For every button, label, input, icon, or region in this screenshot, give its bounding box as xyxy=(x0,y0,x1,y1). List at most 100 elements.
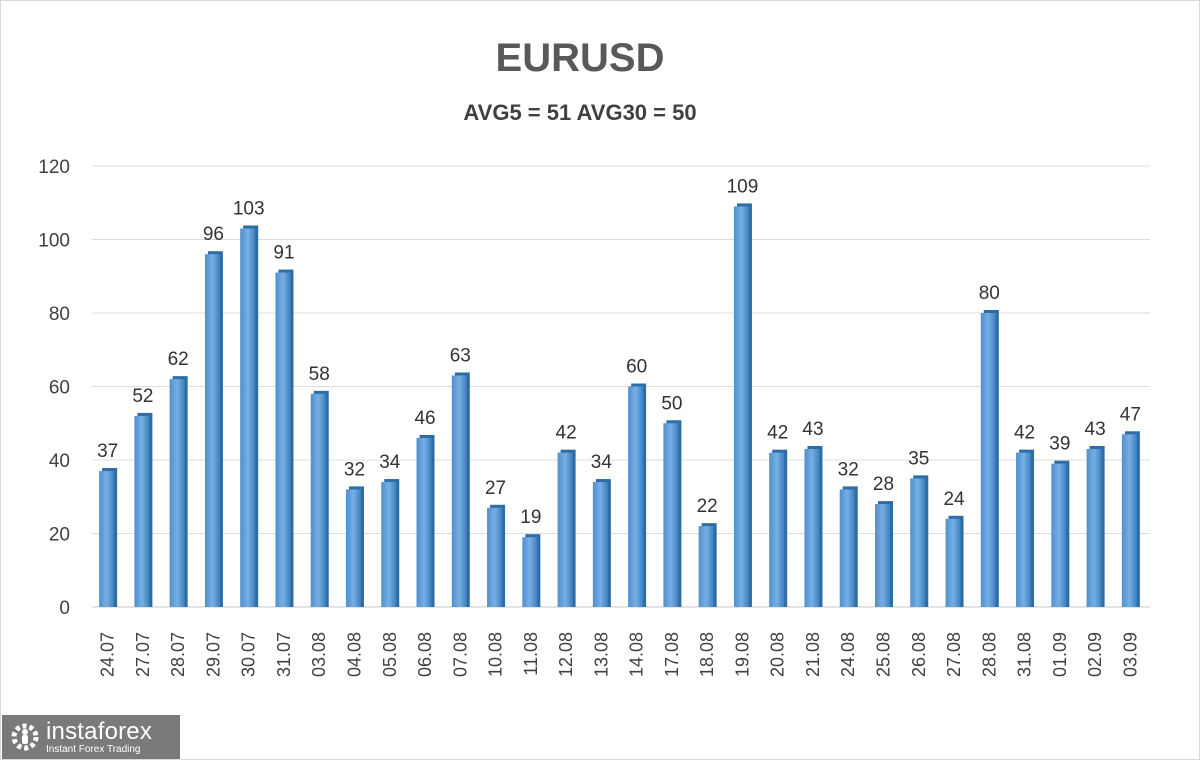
x-tick-label: 28.08 xyxy=(979,632,999,677)
bar xyxy=(99,471,115,607)
bar xyxy=(698,526,714,607)
x-axis-ticks: 24.07 27.07 28.07 29.07 30.07 31.07 03.08 04.08… xyxy=(98,632,1141,677)
data-label: 63 xyxy=(450,345,471,366)
data-label: 42 xyxy=(1014,423,1035,444)
y-tick-label: 60 xyxy=(49,378,70,399)
data-label: 22 xyxy=(697,496,718,517)
data-label: 52 xyxy=(132,386,153,407)
data-label: 109 xyxy=(727,176,759,197)
x-tick-label: 21.08 xyxy=(803,632,823,677)
y-tick-label: 0 xyxy=(59,598,70,619)
x-tick-label: 06.08 xyxy=(415,632,435,677)
bar xyxy=(1121,434,1137,607)
bar xyxy=(1016,452,1032,607)
bar xyxy=(628,386,644,607)
y-tick-label: 120 xyxy=(38,157,70,178)
chart-title: EURUSD xyxy=(495,36,665,80)
bar xyxy=(1051,463,1067,607)
bar xyxy=(945,518,961,607)
y-axis-ticks: 0 20 40 60 80 100 120 xyxy=(38,157,70,619)
instaforex-logo: instaforex Instant Forex Trading xyxy=(2,715,180,759)
bar xyxy=(663,423,679,607)
x-tick-label: 01.09 xyxy=(1050,632,1070,677)
y-tick-label: 40 xyxy=(49,451,70,472)
chart-subtitle: AVG5 = 51 AVG30 = 50 xyxy=(463,100,697,125)
bar xyxy=(381,482,397,607)
data-label: 80 xyxy=(979,283,1000,304)
x-tick-label: 05.08 xyxy=(380,632,400,677)
x-tick-label: 27.07 xyxy=(133,632,153,677)
bar xyxy=(240,228,256,607)
data-label: 47 xyxy=(1120,404,1141,425)
x-tick-label: 03.09 xyxy=(1120,632,1140,677)
bar xyxy=(487,507,503,607)
bar xyxy=(310,393,326,607)
x-tick-label: 27.08 xyxy=(944,632,964,677)
x-tick-label: 26.08 xyxy=(909,632,929,677)
data-label: 32 xyxy=(838,459,859,480)
data-label: 37 xyxy=(97,441,118,462)
data-label: 42 xyxy=(767,423,788,444)
data-label: 91 xyxy=(273,243,294,264)
gridlines xyxy=(92,165,1150,608)
gear-person-icon xyxy=(11,723,39,751)
bar xyxy=(451,375,467,607)
bar xyxy=(980,313,996,607)
y-tick-label: 20 xyxy=(49,525,70,546)
data-label: 39 xyxy=(1049,434,1070,455)
x-tick-label: 30.07 xyxy=(239,632,259,677)
bar xyxy=(557,452,573,607)
data-label: 34 xyxy=(591,452,613,473)
logo-tagline: Instant Forex Trading xyxy=(46,743,141,755)
bar xyxy=(804,448,820,607)
data-label: 19 xyxy=(520,507,541,528)
bar xyxy=(204,254,220,607)
bar xyxy=(346,489,361,607)
data-label: 43 xyxy=(1085,419,1106,440)
bar xyxy=(875,504,890,607)
data-label: 43 xyxy=(802,419,823,440)
x-tick-label: 31.08 xyxy=(1015,632,1035,677)
x-tick-label: 31.07 xyxy=(274,632,294,677)
bar xyxy=(733,206,749,608)
data-label: 46 xyxy=(414,408,435,429)
x-tick-label: 03.08 xyxy=(309,632,329,677)
bar xyxy=(416,437,432,607)
x-tick-label: 10.08 xyxy=(486,632,506,677)
data-label: 28 xyxy=(873,474,894,495)
x-tick-label: 17.08 xyxy=(662,632,682,677)
x-tick-label: 29.07 xyxy=(203,632,223,677)
x-tick-label: 20.08 xyxy=(768,632,788,677)
data-label: 58 xyxy=(309,364,330,385)
bar xyxy=(839,489,855,607)
data-label: 60 xyxy=(626,357,647,378)
data-label: 103 xyxy=(233,198,265,219)
data-label: 27 xyxy=(485,478,506,499)
x-tick-label: 02.09 xyxy=(1085,632,1105,677)
x-tick-label: 13.08 xyxy=(591,632,611,677)
data-label: 35 xyxy=(908,448,929,469)
y-tick-label: 100 xyxy=(38,231,70,252)
x-tick-label: 19.08 xyxy=(732,632,752,677)
bar xyxy=(169,379,185,607)
bar xyxy=(910,478,926,607)
x-tick-label: 18.08 xyxy=(697,632,717,677)
bar xyxy=(1086,448,1102,607)
x-tick-label: 07.08 xyxy=(450,632,470,677)
logo-name: instaforex xyxy=(46,717,153,745)
x-tick-label: 11.08 xyxy=(521,632,541,676)
x-tick-label: 24.07 xyxy=(98,632,118,677)
data-label: 32 xyxy=(344,459,365,480)
y-tick-label: 80 xyxy=(49,304,70,325)
x-tick-label: 12.08 xyxy=(556,632,576,677)
bars xyxy=(99,203,1140,608)
bar xyxy=(275,272,291,607)
x-tick-label: 14.08 xyxy=(627,632,647,677)
data-label: 62 xyxy=(168,349,189,370)
data-label: 34 xyxy=(379,452,401,473)
bar xyxy=(134,415,150,607)
bar xyxy=(522,537,538,607)
bar xyxy=(769,452,785,607)
data-label: 42 xyxy=(556,423,577,444)
